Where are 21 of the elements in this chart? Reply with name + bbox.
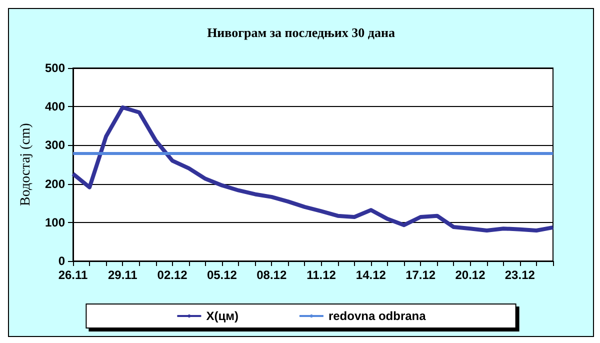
legend-label: redovna odbrana	[328, 309, 426, 323]
y-axis-title: Водостај (cm)	[18, 122, 34, 206]
y-tick-label: 200	[44, 176, 66, 191]
legend-label: X(цм)	[206, 309, 238, 323]
chart-title: Нивограм за последњих 30 дана	[207, 25, 396, 40]
y-tick-label: 0	[58, 254, 66, 268]
x-tick-label: 26.11	[58, 268, 88, 282]
y-tick-label: 500	[44, 61, 66, 75]
x-tick-label: 14.12	[356, 268, 386, 282]
x-tick-label: 08.12	[256, 268, 287, 282]
y-tick-label: 400	[44, 100, 66, 114]
y-tick-label: 300	[44, 138, 66, 152]
x-tick-label: 02.12	[157, 268, 188, 282]
y-tick-label: 100	[44, 215, 66, 230]
x-tick-label: 20.12	[455, 268, 486, 282]
x-tick-label: 29.11	[108, 268, 138, 282]
line-series	[71, 105, 555, 233]
x-tick-label: 05.12	[206, 268, 238, 282]
x-tick-label: 11.12	[306, 268, 336, 282]
x-tick-label: 23.12	[504, 268, 536, 282]
x-tick-label: 17.12	[406, 268, 436, 282]
